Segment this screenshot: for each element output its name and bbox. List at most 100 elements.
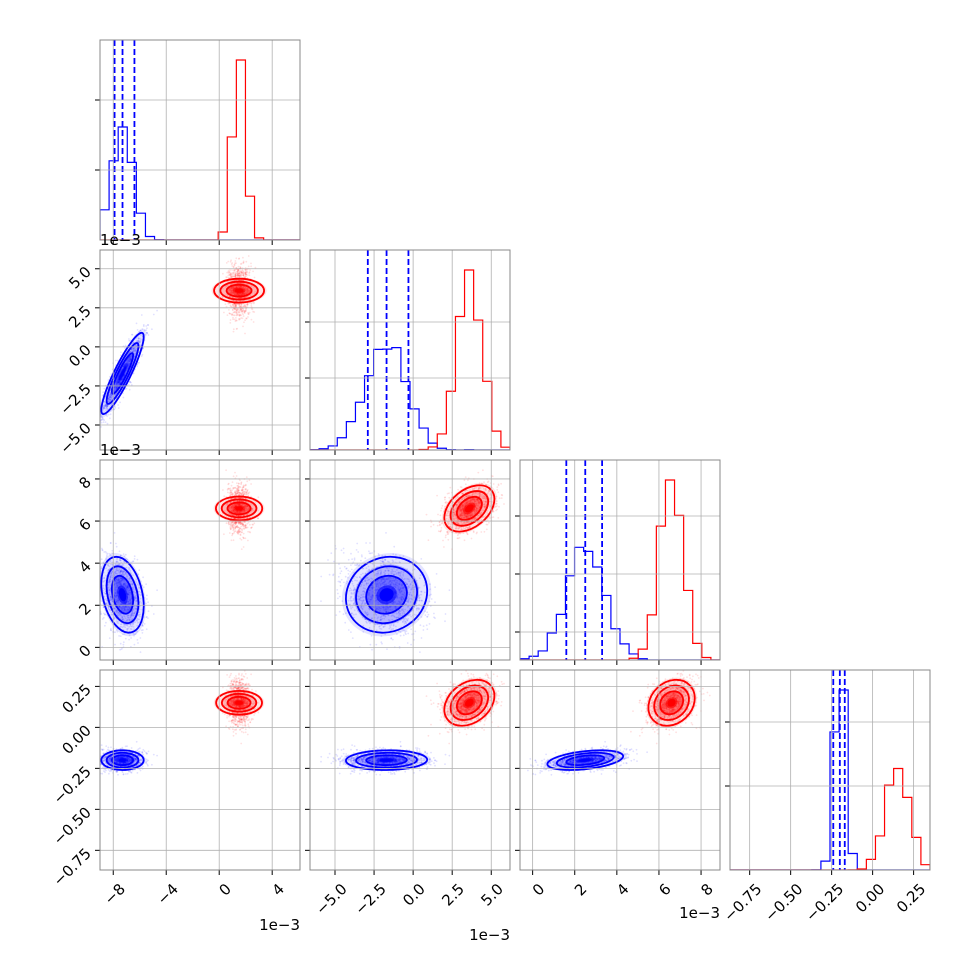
scatter-r3-c1-sample-point <box>230 522 233 525</box>
scatter-r3-c1-sample-point <box>110 598 113 601</box>
scatter-r3-c1-sample-point <box>239 491 241 494</box>
scatter-r3-c1-sample-point <box>238 521 241 523</box>
scatter-r2-c1-sample-point <box>110 396 113 398</box>
scatter-r2-c1-sample-point <box>128 388 131 391</box>
scatter-r2-c1-sample-point <box>229 292 232 294</box>
scatter-r2-c1-sample-point <box>132 372 135 375</box>
scatter-r2-c1-sample-point <box>227 260 230 263</box>
scatter-r2-c1-sample-point <box>106 405 109 408</box>
scatter-r3-c1-sample-point <box>242 485 245 488</box>
scatter-r2-c1-sample-point <box>229 273 232 276</box>
scatter-r3-c1-sample-point <box>250 495 252 498</box>
scatter-r2-c1-sample-point <box>105 403 108 406</box>
scatter-r2-c1-ytick-label: 5.0 <box>65 263 95 293</box>
scatter-r3-c1-sample-point <box>108 565 111 568</box>
scatter-r2-c1-sample-point <box>109 399 111 402</box>
scatter-r3-c1-sample-point <box>235 497 238 499</box>
scatter-r3-c1-sample-point <box>236 492 239 495</box>
scatter-r2-c1-sample-point <box>108 406 111 409</box>
scatter-r3-c1-sample-point <box>127 587 130 590</box>
scatter-r2-c1-sample-point <box>128 360 131 363</box>
scatter-r2-c1-sample-point <box>237 293 240 296</box>
scatter-r3-c1-sample-point <box>236 492 239 495</box>
scatter-r2-c1-sample-point <box>230 286 232 289</box>
scatter-r2-c1-sample-point <box>238 303 241 305</box>
scatter-r3-c1-sample-point <box>240 523 243 526</box>
scatter-r3-c1-sample-point <box>133 596 136 598</box>
scatter-r3-c1-sample-point <box>121 571 124 574</box>
scatter-r2-c1-sample-point <box>231 288 234 291</box>
scatter-r3-c1-sample-point <box>121 577 123 580</box>
scatter-r3-c1-sample-point <box>235 493 237 496</box>
scatter-r3-c1-sample-point <box>124 623 127 626</box>
scatter-r3-c1-sample-point <box>235 489 238 492</box>
scatter-r3-c1-sample-point <box>230 506 233 509</box>
scatter-r3-c1-sample-point <box>121 570 124 573</box>
scatter-r3-c1-sample-point <box>231 494 234 497</box>
scatter-r3-c1-sample-point <box>250 509 253 512</box>
scatter-r3-c1-sample-point <box>237 487 240 490</box>
scatter-r2-c1-sample-point <box>246 288 249 290</box>
scatter-r3-c1-sample-point <box>121 609 124 612</box>
scatter-r3-c1-sample-point <box>238 528 241 531</box>
scatter-r2-c1-sample-point <box>100 415 103 418</box>
scatter-r2-c1-sample-point <box>241 310 244 312</box>
scatter-r3-c1-sample-point <box>128 593 130 596</box>
scatter-r2-c1-sample-point <box>236 272 239 275</box>
scatter-r3-c1-sample-point <box>106 569 109 572</box>
scatter-r2-c1-sample-point <box>233 304 236 307</box>
scatter-r3-c1-sample-point <box>244 537 247 540</box>
scatter-r3-c1-sample-point <box>231 521 234 523</box>
scatter-r2-c1-contour-line-3 <box>111 352 135 395</box>
scatter-r3-c1-sample-point <box>234 497 237 500</box>
scatter-r3-c1-sample-point <box>231 509 234 511</box>
scatter-r3-c2-sample-point <box>421 599 423 602</box>
scatter-r3-c1-sample-point <box>240 493 243 496</box>
scatter-r3-c1-sample-point <box>239 503 242 506</box>
scatter-r3-c1-sample-point <box>123 606 126 608</box>
scatter-r3-c1-sample-point <box>234 522 237 525</box>
scatter-r3-c1-sample-point <box>134 596 137 599</box>
scatter-r3-c1-sample-point <box>128 589 131 592</box>
scatter-r2-c1-sample-point <box>233 293 236 295</box>
scatter-r3-c1-sample-point <box>114 608 117 611</box>
scatter-r3-c1-sample-point <box>237 487 239 489</box>
scatter-r2-c1-sample-point <box>135 349 137 352</box>
scatter-r2-c1-sample-point <box>245 289 248 292</box>
scatter-r3-c1-sample-point <box>122 573 125 576</box>
scatter-r3-c1-sample-point <box>114 591 117 594</box>
scatter-r2-c1-sample-point <box>131 333 133 336</box>
scatter-r2-c1-sample-point <box>104 403 106 405</box>
scatter-r2-c1-sample-point <box>237 273 240 276</box>
scatter-r3-c1-sample-point <box>252 523 255 526</box>
scatter-r2-c1-sample-point <box>227 302 230 305</box>
scatter-r2-c1-sample-point <box>239 305 242 308</box>
scatter-r2-c1-sample-point <box>236 294 239 296</box>
scatter-r3-c1-sample-point <box>131 622 134 625</box>
scatter-r2-c1-sample-point <box>129 381 132 383</box>
scatter-r3-c1-sample-point <box>244 504 247 507</box>
scatter-r3-c1-sample-point <box>251 526 253 529</box>
scatter-r3-c1-sample-point <box>245 491 247 494</box>
scatter-r2-c1-sample-point <box>156 309 158 312</box>
scatter-r3-c1-sample-point <box>237 488 240 491</box>
scatter-r2-c1-sample-point <box>110 394 112 396</box>
scatter-r2-c1-sample-point <box>234 292 237 295</box>
scatter-r3-c1-sample-point <box>231 504 234 507</box>
scatter-r3-c1-sample-point <box>234 486 237 489</box>
scatter-r2-c1-sample-point <box>103 407 106 409</box>
scatter-r3-c1-sample-point <box>134 610 137 613</box>
scatter-r3-c1-sample-point <box>238 503 241 505</box>
scatter-r2-c1-sample-point <box>244 310 247 313</box>
scatter-r3-c1-sample-point <box>237 530 240 533</box>
scatter-r3-c1-sample-point <box>235 494 238 496</box>
scatter-r3-c1-sample-point <box>231 508 234 510</box>
scatter-r2-c1-sample-point <box>226 276 228 279</box>
scatter-r2-c1-sample-point <box>235 286 238 288</box>
scatter-r3-c1-sample-point <box>118 571 120 574</box>
scatter-r3-c1-sample-point <box>252 510 255 512</box>
scatter-r3-c1-sample-point <box>236 491 239 493</box>
scatter-r2-c1-sample-point <box>227 270 230 273</box>
scatter-r3-c1-ytick-label: 6 <box>75 515 94 534</box>
scatter-r3-c1-sample-point <box>237 526 240 529</box>
